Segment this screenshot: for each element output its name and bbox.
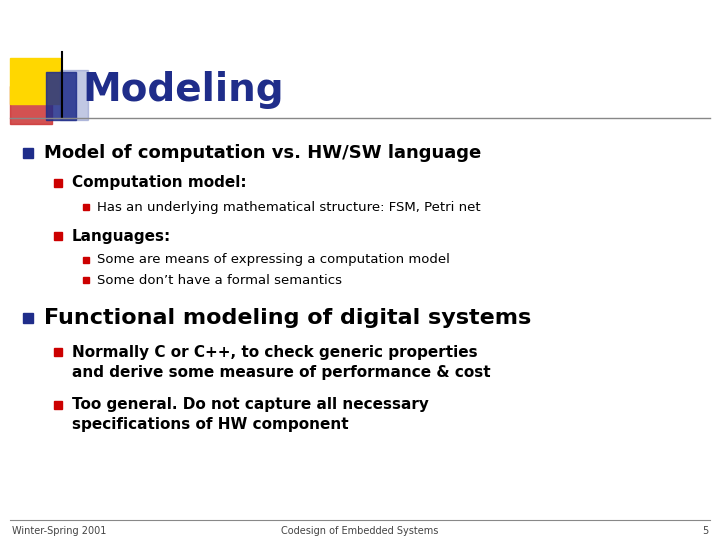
Text: Computation model:: Computation model:: [72, 176, 247, 191]
Bar: [10, 58, 60, 104]
Text: Functional modeling of digital systems: Functional modeling of digital systems: [44, 308, 531, 328]
Bar: [23, 313, 33, 323]
Text: Languages:: Languages:: [72, 228, 171, 244]
Text: Codesign of Embedded Systems: Codesign of Embedded Systems: [282, 526, 438, 536]
Text: Model of computation vs. HW/SW language: Model of computation vs. HW/SW language: [44, 144, 481, 162]
Bar: [54, 232, 62, 240]
Bar: [83, 257, 89, 263]
Bar: [54, 348, 62, 356]
Text: Modeling: Modeling: [82, 71, 284, 109]
Bar: [60, 70, 88, 120]
Bar: [83, 204, 89, 210]
Text: Some are means of expressing a computation model: Some are means of expressing a computati…: [97, 253, 450, 267]
Text: Winter-Spring 2001: Winter-Spring 2001: [12, 526, 107, 536]
Text: Has an underlying mathematical structure: FSM, Petri net: Has an underlying mathematical structure…: [97, 200, 481, 213]
Text: specifications of HW component: specifications of HW component: [72, 417, 348, 433]
Bar: [46, 72, 76, 120]
Bar: [83, 277, 89, 283]
Text: and derive some measure of performance & cost: and derive some measure of performance &…: [72, 364, 490, 380]
Bar: [54, 179, 62, 187]
Bar: [10, 86, 52, 124]
Text: Normally C or C++, to check generic properties: Normally C or C++, to check generic prop…: [72, 345, 477, 360]
Text: 5: 5: [702, 526, 708, 536]
Text: Some don’t have a formal semantics: Some don’t have a formal semantics: [97, 273, 342, 287]
Bar: [54, 401, 62, 409]
Bar: [23, 148, 33, 158]
Text: Too general. Do not capture all necessary: Too general. Do not capture all necessar…: [72, 397, 429, 413]
